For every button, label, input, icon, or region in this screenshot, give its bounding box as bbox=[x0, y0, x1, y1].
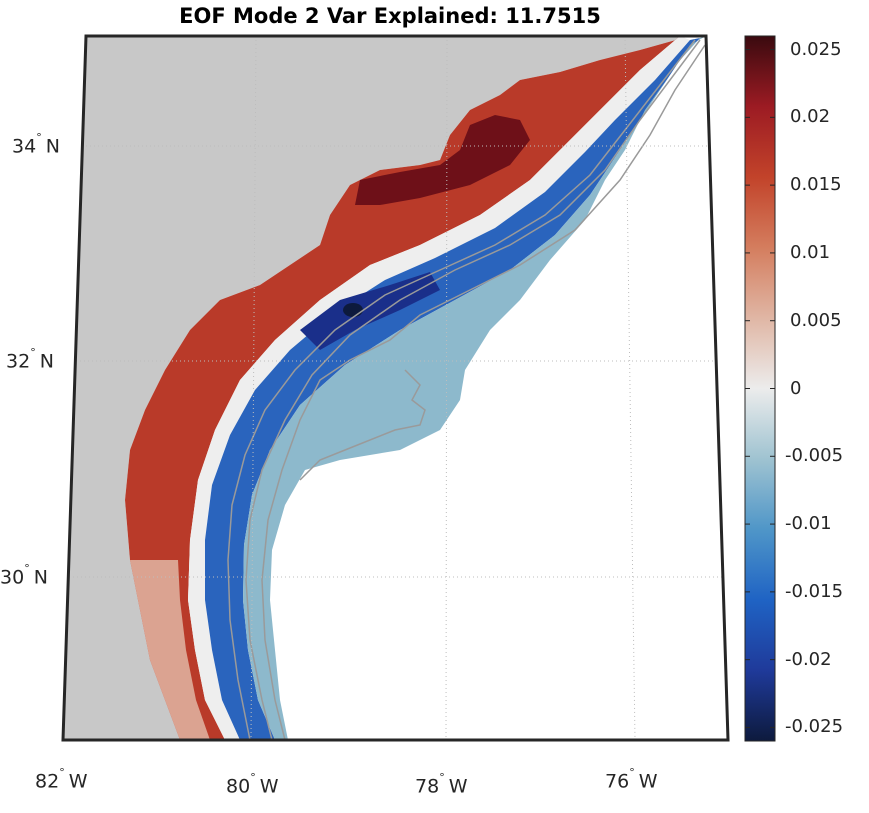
colorbar-tick-label: -0.015 bbox=[785, 580, 844, 602]
colorbar-tick-label: -0.02 bbox=[785, 648, 832, 670]
graticule bbox=[69, 36, 722, 740]
map-frame bbox=[61, 34, 730, 742]
lat-label-30n: 30° N bbox=[0, 562, 48, 589]
lon-label-78w: 78° W bbox=[415, 771, 468, 798]
lat-label-34n: 34° N bbox=[12, 131, 60, 158]
colorbar-tick-label: -0.025 bbox=[785, 716, 844, 738]
lon-label-80w: 80° W bbox=[226, 771, 279, 798]
colorbar-tick-label: 0.025 bbox=[790, 38, 842, 60]
colorbar-tick-label: -0.005 bbox=[785, 445, 844, 467]
lon-label-76w: 76° W bbox=[605, 766, 658, 793]
max-positive-patch bbox=[355, 115, 530, 205]
isobath-lines bbox=[227, 39, 706, 740]
southern-shelf-fade bbox=[130, 560, 210, 740]
outer-shelf-lightblue bbox=[243, 36, 706, 740]
colorbar-ticks bbox=[745, 49, 775, 728]
colorbar-tick-label: 0.005 bbox=[790, 309, 842, 331]
colorbar-tick-label: 0 bbox=[790, 377, 802, 399]
land-area bbox=[63, 36, 690, 740]
map-title: EOF Mode 2 Var Explained: 11.7515 bbox=[179, 4, 601, 28]
colorbar-tick-label: 0.02 bbox=[790, 106, 831, 128]
colorbar-tick-label: 0.01 bbox=[790, 241, 831, 263]
colorbar-tick-label: -0.01 bbox=[785, 513, 832, 535]
lon-label-82w: 82° W bbox=[35, 766, 88, 793]
lat-label-32n: 32° N bbox=[6, 346, 54, 373]
colorbar-tick-label: 0.015 bbox=[790, 174, 842, 196]
